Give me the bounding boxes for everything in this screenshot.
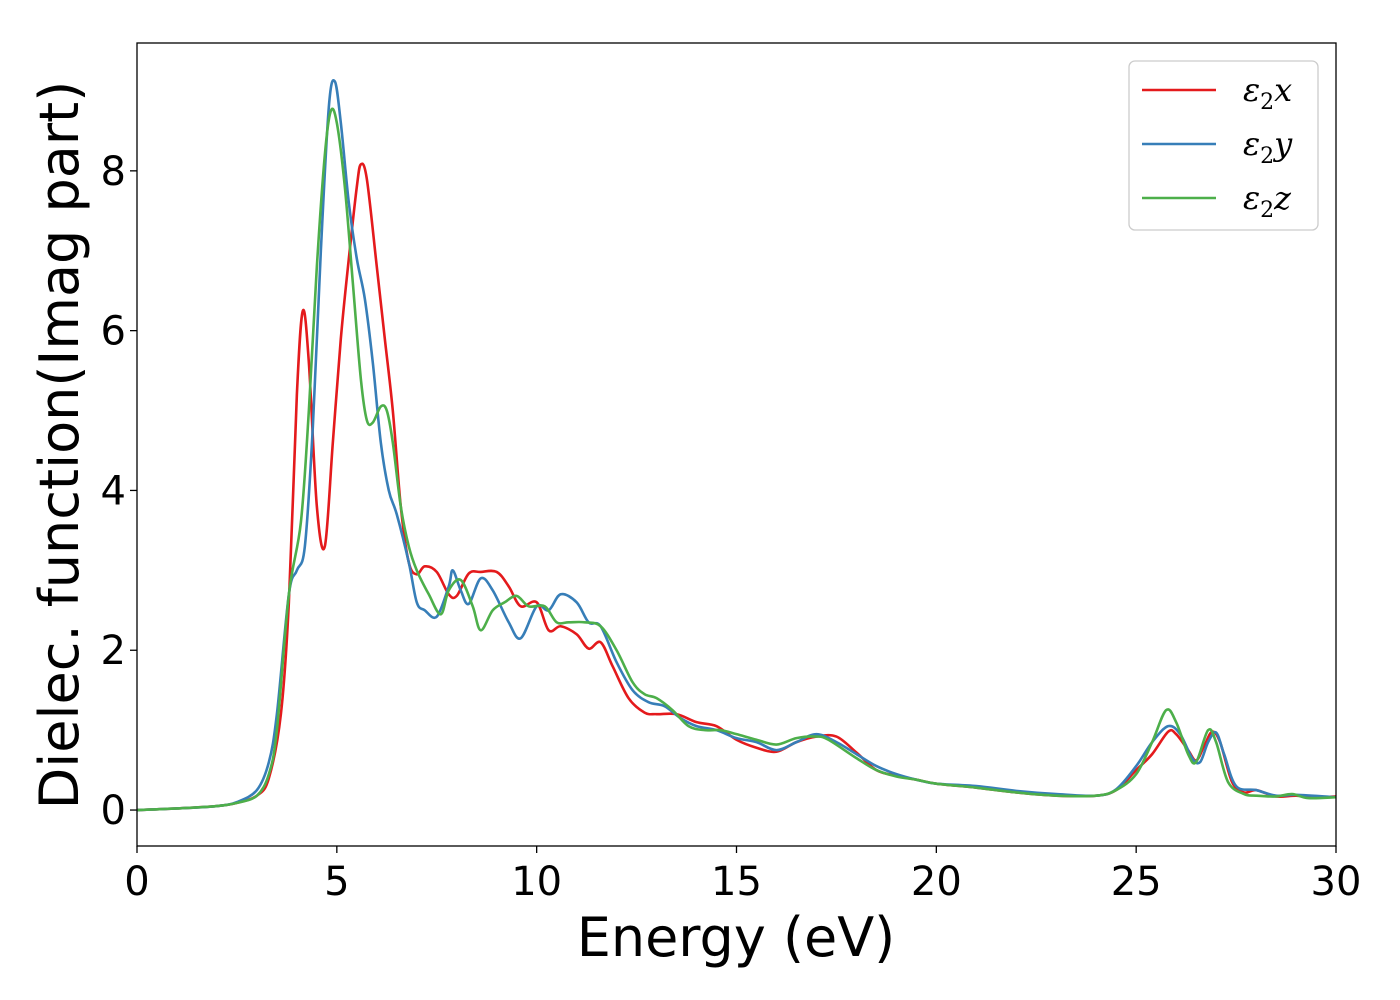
legend-box <box>1128 60 1319 231</box>
x-tick-label: 25 <box>1111 859 1162 905</box>
x-tick-label: 10 <box>511 859 562 905</box>
legend-label-z: ε2z <box>1243 179 1292 223</box>
legend-label-x: ε2x <box>1243 71 1292 115</box>
legend-label-y: ε2y <box>1243 125 1293 169</box>
y-tick-label: 2 <box>101 628 126 674</box>
y-tick-label: 6 <box>101 309 126 355</box>
series-line-z <box>137 107 1336 812</box>
legend: ε2x ε2y ε2z <box>1128 60 1319 231</box>
x-tick-label: 20 <box>911 859 962 905</box>
y-tick-label: 4 <box>101 468 126 514</box>
series-line-x <box>137 162 1336 812</box>
series-layer <box>137 78 1336 812</box>
y-tick-label: 8 <box>101 149 126 195</box>
y-axis-label: Dielec. function(Imag part) <box>28 81 91 810</box>
x-tick-label: 5 <box>324 859 349 905</box>
y-axis-ticks: 0 2 4 6 8 <box>101 149 137 834</box>
x-axis-label: Energy (eV) <box>577 906 896 969</box>
x-tick-label: 0 <box>124 859 149 905</box>
y-tick-label: 0 <box>101 788 126 834</box>
x-tick-label: 30 <box>1311 859 1362 905</box>
x-tick-label: 15 <box>711 859 762 905</box>
x-axis-ticks: 0 5 10 15 20 25 30 <box>124 846 1361 905</box>
